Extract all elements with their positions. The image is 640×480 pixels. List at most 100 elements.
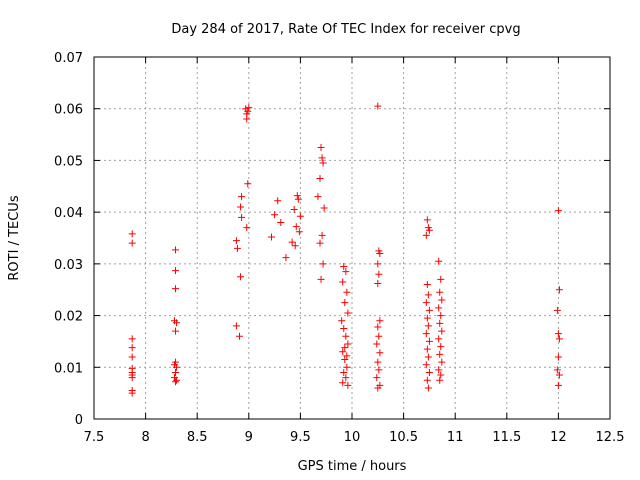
- data-point: [423, 216, 431, 224]
- data-point: [237, 273, 245, 281]
- data-point: [374, 358, 382, 366]
- data-point: [376, 250, 384, 258]
- data-point: [436, 288, 444, 296]
- data-point: [172, 378, 180, 386]
- data-point: [437, 343, 445, 351]
- data-point: [342, 374, 350, 382]
- data-point: [341, 299, 349, 307]
- data-point: [288, 238, 296, 246]
- x-tick-label: 10: [344, 430, 361, 445]
- y-tick-label: 0.05: [54, 154, 83, 169]
- x-axis-ticks: 7.5 8 8.5 9 9.5 10 10.5 11 11.5 12 12.5: [84, 57, 625, 445]
- y-axis-label: ROTI / TECUs: [7, 195, 22, 280]
- data-point: [341, 344, 349, 352]
- plot-frame: [93, 56, 611, 420]
- data-point: [342, 332, 350, 340]
- data-point: [375, 270, 383, 278]
- data-point: [339, 348, 347, 356]
- data-point: [238, 213, 246, 221]
- data-point: [438, 327, 446, 335]
- x-tick-label: 9: [245, 430, 253, 445]
- data-point: [314, 193, 322, 201]
- data-point: [128, 374, 136, 382]
- data-point: [339, 278, 347, 286]
- data-point: [339, 379, 347, 387]
- data-point: [423, 345, 431, 353]
- x-tick-label: 8.5: [187, 430, 208, 445]
- data-point: [436, 376, 444, 384]
- data-point: [243, 224, 251, 232]
- data-point: [237, 203, 245, 211]
- data-point: [375, 332, 383, 340]
- data-point: [340, 262, 348, 270]
- data-point: [173, 376, 181, 384]
- chart-title: Day 284 of 2017, Rate Of TEC Index for r…: [171, 22, 520, 37]
- data-point: [374, 102, 382, 110]
- y-tick-label: 0.02: [54, 310, 83, 325]
- data-point: [232, 237, 240, 245]
- data-point: [128, 344, 136, 352]
- data-point: [244, 107, 252, 115]
- data-point: [555, 371, 563, 379]
- x-tick-label: 12.5: [596, 430, 625, 445]
- data-point: [316, 239, 324, 247]
- data-point: [294, 195, 302, 203]
- data-point: [290, 206, 298, 214]
- y-tick-label: 0.04: [54, 206, 83, 221]
- data-point: [553, 366, 561, 374]
- data-point: [424, 353, 432, 361]
- data-point: [173, 319, 181, 327]
- data-point: [277, 218, 285, 226]
- x-tick-label: 12: [550, 430, 567, 445]
- data-point: [435, 335, 443, 343]
- data-point: [438, 296, 446, 304]
- y-tick-label: 0: [75, 413, 83, 428]
- data-point: [435, 257, 443, 265]
- data-point: [376, 317, 384, 325]
- data-point: [232, 322, 240, 330]
- data-point: [271, 211, 279, 219]
- data-point: [233, 244, 241, 252]
- data-point: [344, 309, 352, 317]
- data-point: [128, 389, 136, 397]
- data-point: [342, 268, 350, 276]
- data-point: [268, 233, 276, 241]
- data-point: [555, 335, 563, 343]
- data-point: [373, 374, 381, 382]
- data-point: [128, 230, 136, 238]
- data-point: [238, 193, 246, 201]
- data-point: [423, 281, 431, 289]
- data-point: [374, 323, 382, 331]
- data-point: [128, 353, 136, 361]
- data-point: [374, 280, 382, 288]
- data-point: [245, 104, 253, 112]
- y-tick-label: 0.03: [54, 258, 83, 273]
- data-point: [554, 353, 562, 361]
- data-point: [376, 349, 384, 357]
- data-point: [318, 231, 326, 239]
- y-tick-label: 0.06: [54, 103, 83, 118]
- x-tick-label: 11.5: [492, 430, 521, 445]
- data-point: [554, 207, 562, 215]
- data-point: [282, 254, 290, 262]
- data-point: [436, 350, 444, 358]
- data-point: [424, 291, 432, 299]
- data-point: [291, 242, 299, 250]
- data-point: [319, 260, 327, 268]
- data-point: [343, 363, 351, 371]
- y-tick-label: 0.07: [54, 51, 83, 66]
- data-point: [436, 319, 444, 327]
- data-point: [296, 212, 304, 220]
- data-point: [319, 159, 327, 167]
- data-point: [422, 361, 430, 369]
- data-point: [374, 260, 382, 268]
- data-point: [340, 325, 348, 332]
- data-point: [317, 275, 325, 283]
- data-point: [343, 352, 351, 360]
- data-point: [344, 340, 352, 348]
- x-tick-label: 9.5: [290, 430, 311, 445]
- data-point: [425, 226, 433, 234]
- data-point: [318, 154, 326, 162]
- data-point: [423, 376, 431, 384]
